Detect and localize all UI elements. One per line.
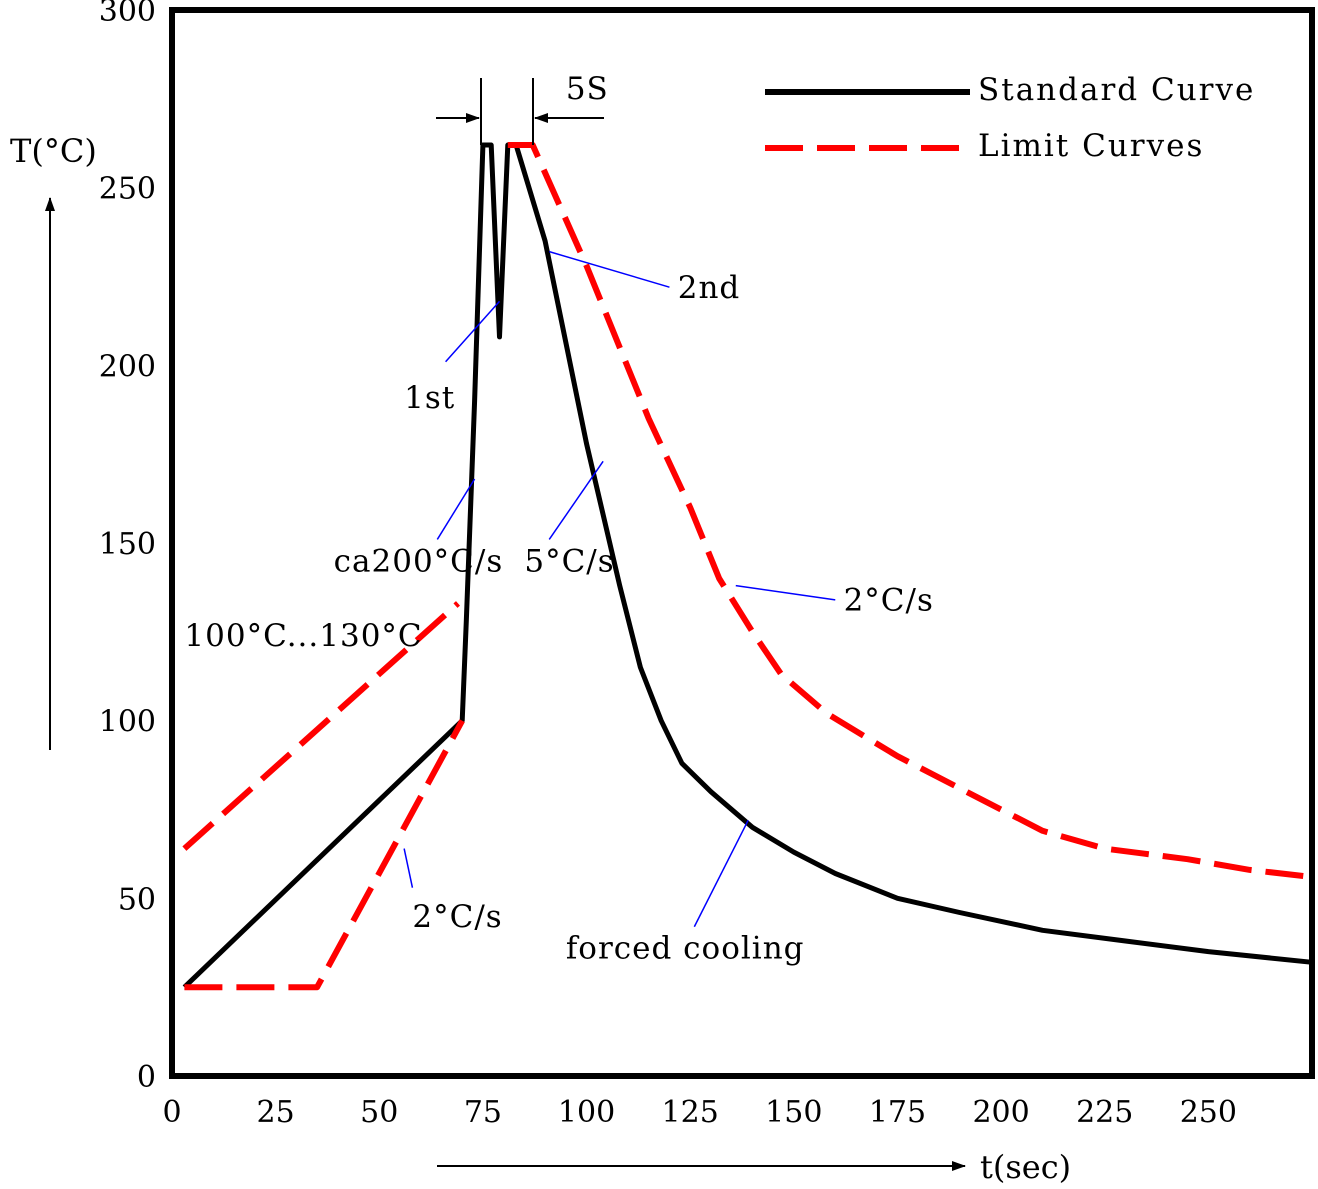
x-tick-label: 75	[464, 1095, 502, 1130]
series-line-3	[507, 142, 1313, 880]
x-tick-label: 200	[972, 1095, 1029, 1130]
y-tick-label: 0	[137, 1060, 156, 1095]
annotation-pointer	[549, 250, 670, 288]
annotation-pointer	[693, 819, 749, 928]
series-layer	[182, 142, 1313, 991]
y-tick-label: 50	[118, 882, 156, 917]
annotation-pointer	[548, 460, 604, 540]
annotation-pointer	[735, 584, 836, 601]
annotation-pointers	[403, 250, 836, 928]
legend-label-limit: Limit Curves	[978, 128, 1204, 164]
legend-label-standard: Standard Curve	[978, 72, 1255, 108]
x-tick-label: 225	[1076, 1095, 1133, 1130]
x-tick-label: 175	[869, 1095, 926, 1130]
x-tick-label: 0	[162, 1095, 181, 1130]
annotation-label: 5°C/s	[524, 543, 614, 579]
y-tick-label: 250	[99, 172, 156, 207]
y-tick-label: 150	[99, 527, 156, 562]
y-tick-labels: 0 50 100 150 200 250 300	[99, 0, 156, 1095]
y-axis-title: T(°C)	[10, 132, 97, 170]
x-axis-title: t(sec)	[980, 1148, 1071, 1186]
y-tick-label: 300	[99, 0, 156, 29]
series-line-1	[182, 601, 461, 851]
annotation-label: ca200°C/s	[334, 543, 504, 579]
legend: Standard Curve Limit Curves	[765, 72, 1255, 164]
y-tick-label: 100	[99, 705, 156, 740]
x-tick-label: 50	[360, 1095, 398, 1130]
annotation-pointer	[403, 848, 414, 888]
five-second-dimension	[436, 78, 604, 145]
annotation-label: 100°C...130°C	[184, 618, 422, 654]
x-tick-label: 125	[662, 1095, 719, 1130]
annotation-label: forced cooling	[566, 931, 805, 967]
annotation-label: 2nd	[678, 270, 741, 306]
x-tick-label: 25	[257, 1095, 295, 1130]
plot-frame	[169, 7, 1315, 1079]
x-tick-label: 150	[765, 1095, 822, 1130]
annotation-labels: 1st 2nd 5S ca200°C/s 5°C/s 2°C/s 100°C...130°C…	[184, 71, 934, 967]
y-tick-label: 200	[99, 349, 156, 384]
series-line-0	[182, 142, 1313, 990]
annotation-pointer	[436, 478, 476, 540]
x-tick-labels: 0 25 50 75 100 125 150 175 200 225 250	[162, 1095, 1237, 1130]
x-tick-label: 250	[1180, 1095, 1237, 1130]
x-tick-label: 100	[558, 1095, 615, 1130]
series-line-2	[184, 719, 465, 991]
annotation-pointer	[445, 300, 501, 363]
annotation-label: 1st	[404, 380, 455, 416]
annotation-label: 2°C/s	[412, 899, 502, 935]
annotation-label: 2°C/s	[844, 583, 934, 619]
annotation-label: 5S	[566, 71, 609, 107]
